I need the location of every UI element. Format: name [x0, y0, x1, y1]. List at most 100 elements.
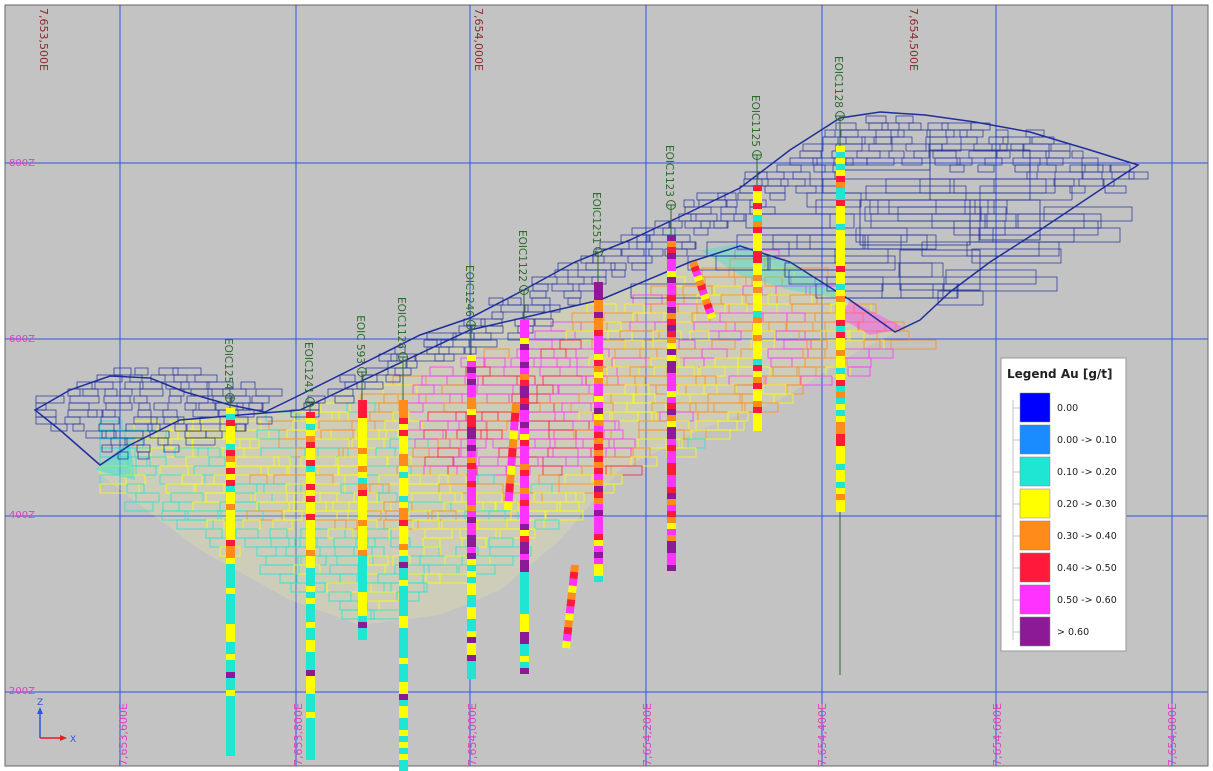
- pit-shell-cell: [334, 395, 355, 404]
- grade-interval: [358, 538, 367, 544]
- grade-interval: [306, 628, 315, 634]
- pit-shell-cell: [1104, 185, 1127, 194]
- grade-interval: [226, 672, 235, 678]
- pit-shell-cell: [157, 437, 169, 446]
- grade-interval: [520, 572, 529, 578]
- grade-interval: [594, 360, 603, 366]
- grade-interval: [358, 520, 367, 526]
- grade-interval: [520, 422, 529, 428]
- grade-interval: [467, 457, 476, 463]
- grade-interval: [226, 564, 235, 570]
- pit-shell-cell: [87, 409, 104, 418]
- grade-interval: [667, 271, 676, 277]
- grade-interval: [836, 146, 845, 152]
- grade-interval: [467, 547, 476, 553]
- pit-shell-cell: [620, 234, 650, 243]
- drillhole-collar-icon: [398, 352, 408, 362]
- grade-interval: [358, 436, 367, 442]
- grade-interval: [565, 612, 574, 621]
- legend-title: Legend Au [g/t]: [1007, 367, 1113, 381]
- grade-interval: [836, 236, 845, 242]
- grade-block: [135, 465, 157, 476]
- grade-interval: [399, 658, 408, 664]
- grade-interval: [667, 457, 676, 463]
- grade-block: [687, 438, 706, 449]
- grade-interval: [753, 323, 762, 329]
- legend-label: > 0.60: [1057, 627, 1089, 638]
- grade-interval: [753, 407, 762, 413]
- grade-interval: [507, 456, 516, 467]
- grade-interval: [226, 468, 235, 474]
- grade-interval: [520, 506, 529, 512]
- grade-block: [847, 366, 871, 377]
- grade-interval: [306, 730, 315, 736]
- grade-interval: [467, 577, 476, 583]
- grade-interval: [306, 466, 315, 472]
- grade-interval: [399, 472, 408, 478]
- grade-block: [217, 510, 264, 521]
- grade-block: [246, 510, 283, 521]
- grade-interval: [836, 284, 845, 290]
- pit-shell-cell: [543, 304, 561, 313]
- grade-interval: [703, 302, 713, 310]
- bottom-axis-label: 7,654,600E: [991, 703, 1004, 766]
- grade-interval: [226, 528, 235, 534]
- grade-block: [351, 438, 385, 449]
- grade-interval: [836, 212, 845, 218]
- grade-interval: [306, 688, 315, 694]
- pit-shell-cell: [500, 304, 529, 313]
- grade-interval: [667, 415, 676, 421]
- grade-interval: [399, 532, 408, 538]
- grade-interval: [667, 421, 676, 427]
- pit-shell-cell: [124, 437, 145, 446]
- grade-interval: [306, 640, 315, 646]
- grade-interval: [753, 305, 762, 311]
- grade-interval: [467, 637, 476, 643]
- grade-interval: [399, 706, 408, 712]
- grade-interval: [594, 564, 603, 570]
- drillhole-short: [689, 260, 716, 320]
- grade-interval: [306, 418, 315, 424]
- bottom-axis-label: 7,653,800E: [292, 703, 305, 766]
- grade-interval: [667, 265, 676, 271]
- grade-interval: [753, 263, 762, 269]
- grade-interval: [226, 714, 235, 720]
- grade-interval: [520, 320, 529, 326]
- grade-interval: [467, 355, 476, 361]
- grade-block: [239, 438, 260, 449]
- grade-interval: [753, 335, 762, 341]
- pit-shell-cell: [901, 157, 923, 166]
- pit-shell-cell: [256, 416, 273, 425]
- grade-interval: [667, 241, 676, 247]
- pit-shell-cell: [163, 416, 185, 425]
- grade-interval: [306, 484, 315, 490]
- grade-block: [389, 438, 429, 449]
- grade-interval: [836, 428, 845, 434]
- pit-shell-cell: [35, 395, 65, 404]
- grade-interval: [226, 690, 235, 696]
- grade-interval: [594, 546, 603, 552]
- grade-interval: [358, 430, 367, 436]
- grade-interval: [690, 265, 700, 273]
- pit-shell-cell: [1128, 171, 1149, 180]
- grade-interval: [594, 492, 603, 498]
- grade-interval: [399, 466, 408, 472]
- grade-interval: [753, 329, 762, 335]
- grade-interval: [306, 664, 315, 670]
- grade-interval: [358, 448, 367, 454]
- pit-shell-cell: [822, 136, 847, 145]
- pit-shell-cell: [101, 430, 117, 439]
- grade-interval: [836, 266, 845, 272]
- grade-interval: [306, 742, 315, 748]
- bottom-axis-labels: 7,653,600E 7,653,800E 7,654,000E 7,654,2…: [117, 703, 1179, 766]
- ore-envelope: [95, 246, 905, 625]
- grade-interval: [836, 368, 845, 374]
- grade-interval: [667, 565, 676, 571]
- x-axis-arrowhead: [60, 735, 67, 741]
- grade-interval: [467, 397, 476, 403]
- grade-interval: [520, 500, 529, 506]
- grade-interval: [753, 197, 762, 203]
- drillhole: EOIC1254: [222, 338, 235, 756]
- grade-interval: [399, 424, 408, 430]
